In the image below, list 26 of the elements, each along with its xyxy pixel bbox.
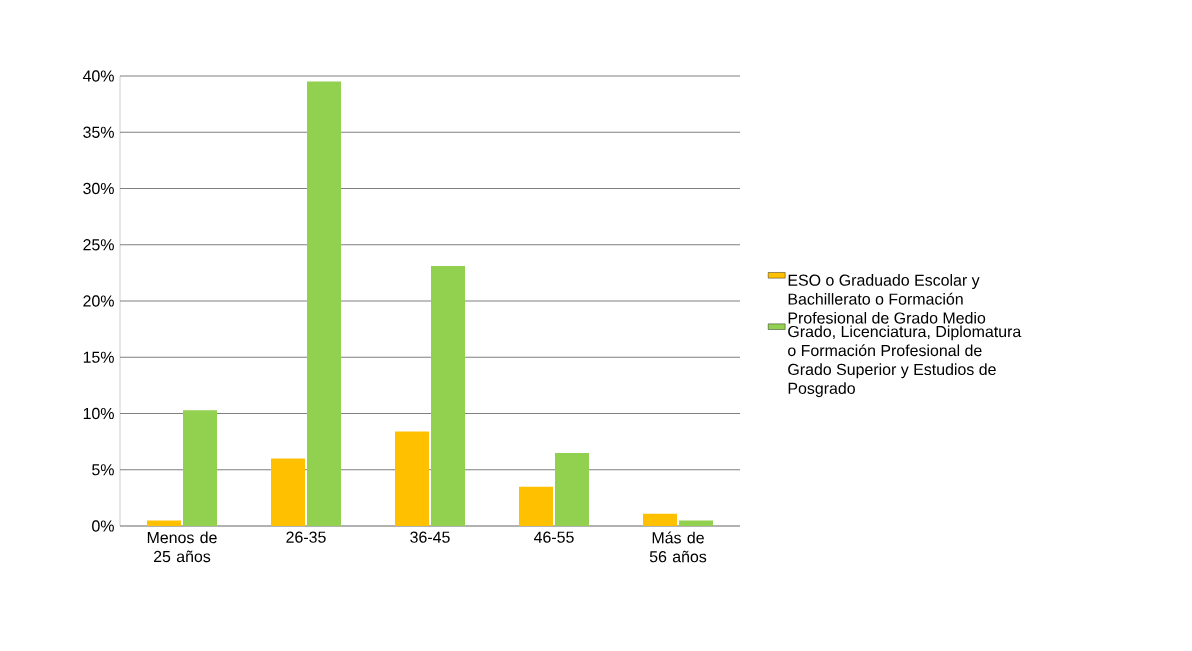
bar xyxy=(395,431,430,526)
bar xyxy=(183,410,217,526)
y-tick-label: 40% xyxy=(82,70,114,82)
bar xyxy=(147,520,181,526)
bar xyxy=(307,81,341,526)
x-tick-label: 46-55 xyxy=(533,531,574,543)
bar xyxy=(431,266,465,526)
y-tick-label: 20% xyxy=(83,295,114,307)
x-tick-label: Más de 56 años xyxy=(649,531,707,563)
y-tick-label: 15% xyxy=(83,351,114,363)
bar xyxy=(519,486,554,526)
x-tick-label: 26-35 xyxy=(286,531,326,543)
legend-label: ESO o Graduado Escolar y Bachillerato o Formación Profesional de Grado Medio xyxy=(788,274,986,324)
y-tick-label: 30% xyxy=(83,182,114,195)
legend-label: Grado, Licenciatura, Diplomatura o Formación Profesional de Grado Superior y Estudios de Posgrado xyxy=(788,325,1022,398)
y-tick-label: 0% xyxy=(92,520,114,532)
bar xyxy=(643,513,678,526)
y-tick-label: 25% xyxy=(83,239,114,251)
y-tick-label: 10% xyxy=(83,407,114,420)
y-tick-label: 5% xyxy=(92,464,114,476)
x-tick-label: 36-45 xyxy=(410,531,450,543)
bar xyxy=(679,520,713,526)
bar xyxy=(555,452,589,526)
bar xyxy=(271,458,306,526)
x-tick-label: Menos de 25 años xyxy=(147,531,217,563)
y-tick-label: 35% xyxy=(83,126,114,138)
